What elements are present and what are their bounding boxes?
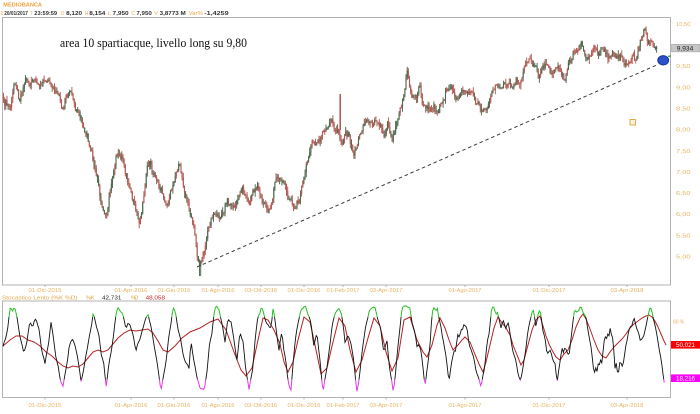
svg-text:01-Ago-2017: 01-Ago-2017 [449, 288, 482, 294]
svg-text:3,8773 M: 3,8773 M [160, 11, 186, 17]
svg-text:01-Apr-2016: 01-Apr-2016 [115, 288, 148, 294]
svg-text:10,50: 10,50 [676, 22, 691, 28]
svg-text:O: O [61, 11, 65, 17]
svg-text:V: V [154, 11, 158, 17]
svg-text:01-Dic-2015: 01-Dic-2015 [29, 288, 62, 294]
svg-text:5,50: 5,50 [676, 233, 691, 239]
svg-text:03-Ott-2016: 03-Ott-2016 [245, 288, 278, 294]
svg-text:9,00: 9,00 [676, 85, 691, 91]
svg-text:7,950: 7,950 [136, 11, 152, 17]
svg-text:8,154: 8,154 [89, 11, 106, 17]
svg-text:03-Ott-2016: 03-Ott-2016 [245, 403, 278, 409]
svg-text:01-Ago-2016: 01-Ago-2016 [202, 403, 235, 409]
svg-text:L: L [108, 11, 111, 17]
svg-text:01-Dic-2016: 01-Dic-2016 [288, 288, 321, 294]
svg-text:6,00: 6,00 [676, 212, 691, 218]
svg-text:42,731: 42,731 [102, 295, 121, 301]
svg-text:03-Apr-2017: 03-Apr-2017 [370, 288, 403, 294]
svg-text:01-Giu-2016: 01-Giu-2016 [158, 288, 191, 294]
svg-text:Var%: Var% [189, 11, 204, 17]
svg-text:9,934: 9,934 [677, 46, 694, 53]
svg-text:9,50: 9,50 [676, 64, 691, 70]
svg-text:03-Apr-2018: 03-Apr-2018 [611, 288, 644, 294]
svg-text:03-Apr-2018: 03-Apr-2018 [611, 403, 644, 409]
svg-text:80 %: 80 % [673, 319, 685, 325]
svg-text:8,50: 8,50 [676, 107, 691, 113]
svg-text:area 10 spartiacque, livello l: area 10 spartiacque, livello long su 9,8… [60, 36, 247, 50]
svg-text:50,021: 50,021 [676, 343, 696, 349]
svg-text:8,00: 8,00 [676, 128, 691, 134]
svg-text:01-Giu-2016: 01-Giu-2016 [158, 403, 191, 409]
svg-text:01-Dic-2017: 01-Dic-2017 [533, 288, 566, 294]
svg-text:18,216: 18,216 [676, 377, 696, 383]
svg-text:01-Dic-2017: 01-Dic-2017 [533, 403, 566, 409]
svg-text:%K: %K [86, 295, 95, 301]
svg-text:MEDIOBANCA: MEDIOBANCA [3, 3, 42, 9]
svg-text:T: T [30, 11, 33, 17]
svg-text:7,950: 7,950 [113, 11, 130, 17]
svg-text:D: D [1, 11, 4, 17]
svg-text:20/01/2017: 20/01/2017 [4, 11, 28, 17]
svg-text:01-Apr-2016: 01-Apr-2016 [115, 403, 148, 409]
svg-text:-1,4259: -1,4259 [204, 11, 229, 17]
svg-text:03-Apr-2017: 03-Apr-2017 [370, 403, 403, 409]
svg-text:01-Dic-2015: 01-Dic-2015 [29, 403, 62, 409]
svg-text:01-Ago-2017: 01-Ago-2017 [449, 403, 482, 409]
svg-text:Stocastico Lento (%K %D): Stocastico Lento (%K %D) [2, 295, 78, 301]
svg-text:01-Dic-2016: 01-Dic-2016 [288, 403, 321, 409]
svg-text:%D: %D [131, 295, 138, 301]
svg-text:8,120: 8,120 [66, 11, 83, 17]
svg-text:01-Ago-2016: 01-Ago-2016 [202, 288, 235, 294]
svg-text:7,50: 7,50 [676, 149, 691, 155]
svg-text:7,00: 7,00 [676, 170, 691, 176]
svg-text:H: H [85, 11, 88, 17]
svg-text:01-Feb-2017: 01-Feb-2017 [327, 288, 360, 294]
svg-text:C: C [131, 11, 135, 17]
svg-text:6,50: 6,50 [676, 191, 691, 197]
svg-text:23:59:59: 23:59:59 [34, 11, 57, 17]
svg-text:48,058: 48,058 [146, 295, 166, 301]
svg-text:5,00: 5,00 [676, 255, 691, 261]
svg-text:01-Feb-2017: 01-Feb-2017 [327, 403, 360, 409]
